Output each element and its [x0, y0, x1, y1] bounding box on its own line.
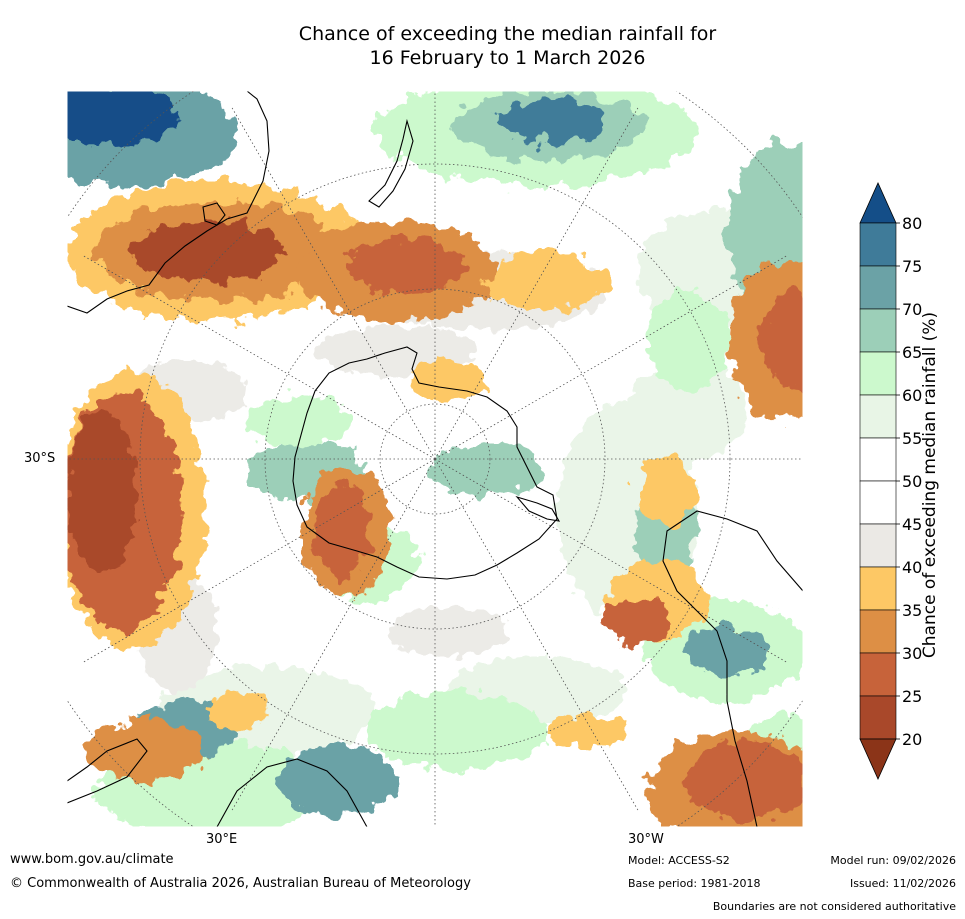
colorbar: 80 75 70 65 60 55 50 45 40 35 30 25 20 [859, 182, 922, 780]
colorbar-band [859, 351, 897, 396]
colorbar-band [859, 523, 897, 568]
colorbar-title-text: Chance of exceeding median rainfall (%) [920, 311, 940, 659]
colorbar-tick-label: 60 [902, 386, 922, 405]
colorbar-tick-label: 80 [902, 214, 922, 233]
footer-model: Model: ACCESS-S2 [628, 854, 730, 867]
probability-shading [67, 91, 803, 827]
colorbar-tick-label: 35 [902, 601, 922, 620]
colorbar-band [859, 265, 897, 310]
colorbar-band [859, 609, 897, 654]
longitude-label-30e: 30°E [206, 832, 238, 847]
colorbar-tick-label: 25 [902, 687, 922, 706]
colorbar-tick-label: 70 [902, 300, 922, 319]
chart-title-line1: Chance of exceeding the median rainfall … [298, 23, 717, 45]
footer-base-period: Base period: 1981-2018 [628, 877, 761, 890]
longitude-label-30w: 30°W [628, 832, 664, 847]
africa-coastline [67, 738, 368, 827]
footer-url[interactable]: www.bom.gov.au/climate [10, 852, 174, 867]
tasmania-coastline [202, 202, 226, 226]
colorbar-tick-label: 30 [902, 644, 922, 663]
colorbar-band [859, 394, 897, 439]
coastlines [67, 91, 803, 827]
colorbar-band [859, 695, 897, 740]
footer-model-run: Model run: 09/02/2026 [830, 854, 956, 867]
graticule [67, 91, 803, 827]
colorbar-band [859, 652, 897, 697]
australia-coastline [67, 91, 270, 314]
colorbar-tick-label: 20 [902, 730, 922, 749]
colorbar-tick-label: 50 [902, 472, 922, 491]
footer-copyright: © Commonwealth of Australia 2026, Austra… [10, 876, 471, 891]
colorbar-band [859, 222, 897, 267]
colorbar-extend-low [859, 738, 897, 780]
footer-disclaimer: Boundaries are not considered authoritat… [712, 900, 956, 913]
colorbar-legend: 80 75 70 65 60 55 50 45 40 35 30 25 20 [850, 180, 960, 790]
colorbar-band [859, 308, 897, 353]
colorbar-extend-high [859, 182, 897, 224]
antarctic-peninsula [515, 495, 561, 522]
colorbar-band [859, 437, 897, 482]
colorbar-tick-label: 65 [902, 343, 922, 362]
new-zealand-coastline [368, 118, 414, 208]
chart-title: Chance of exceeding the median rainfall … [0, 22, 965, 70]
colorbar-tick-label: 55 [902, 429, 922, 448]
colorbar-tick-label: 75 [902, 257, 922, 276]
colorbar-band [859, 566, 897, 611]
footer-issued: Issued: 11/02/2026 [849, 877, 956, 890]
colorbar-tick-label: 45 [902, 515, 922, 534]
south-america-coastline [662, 510, 803, 827]
colorbar-band [859, 480, 897, 525]
latitude-label-30s: 30°S [24, 451, 56, 466]
chart-title-line2: 16 February to 1 March 2026 [369, 47, 646, 69]
colorbar-tick-label: 40 [902, 558, 922, 577]
antarctica-coastline [292, 346, 558, 580]
rainfall-probability-map [67, 91, 803, 827]
map-canvas [67, 91, 803, 827]
